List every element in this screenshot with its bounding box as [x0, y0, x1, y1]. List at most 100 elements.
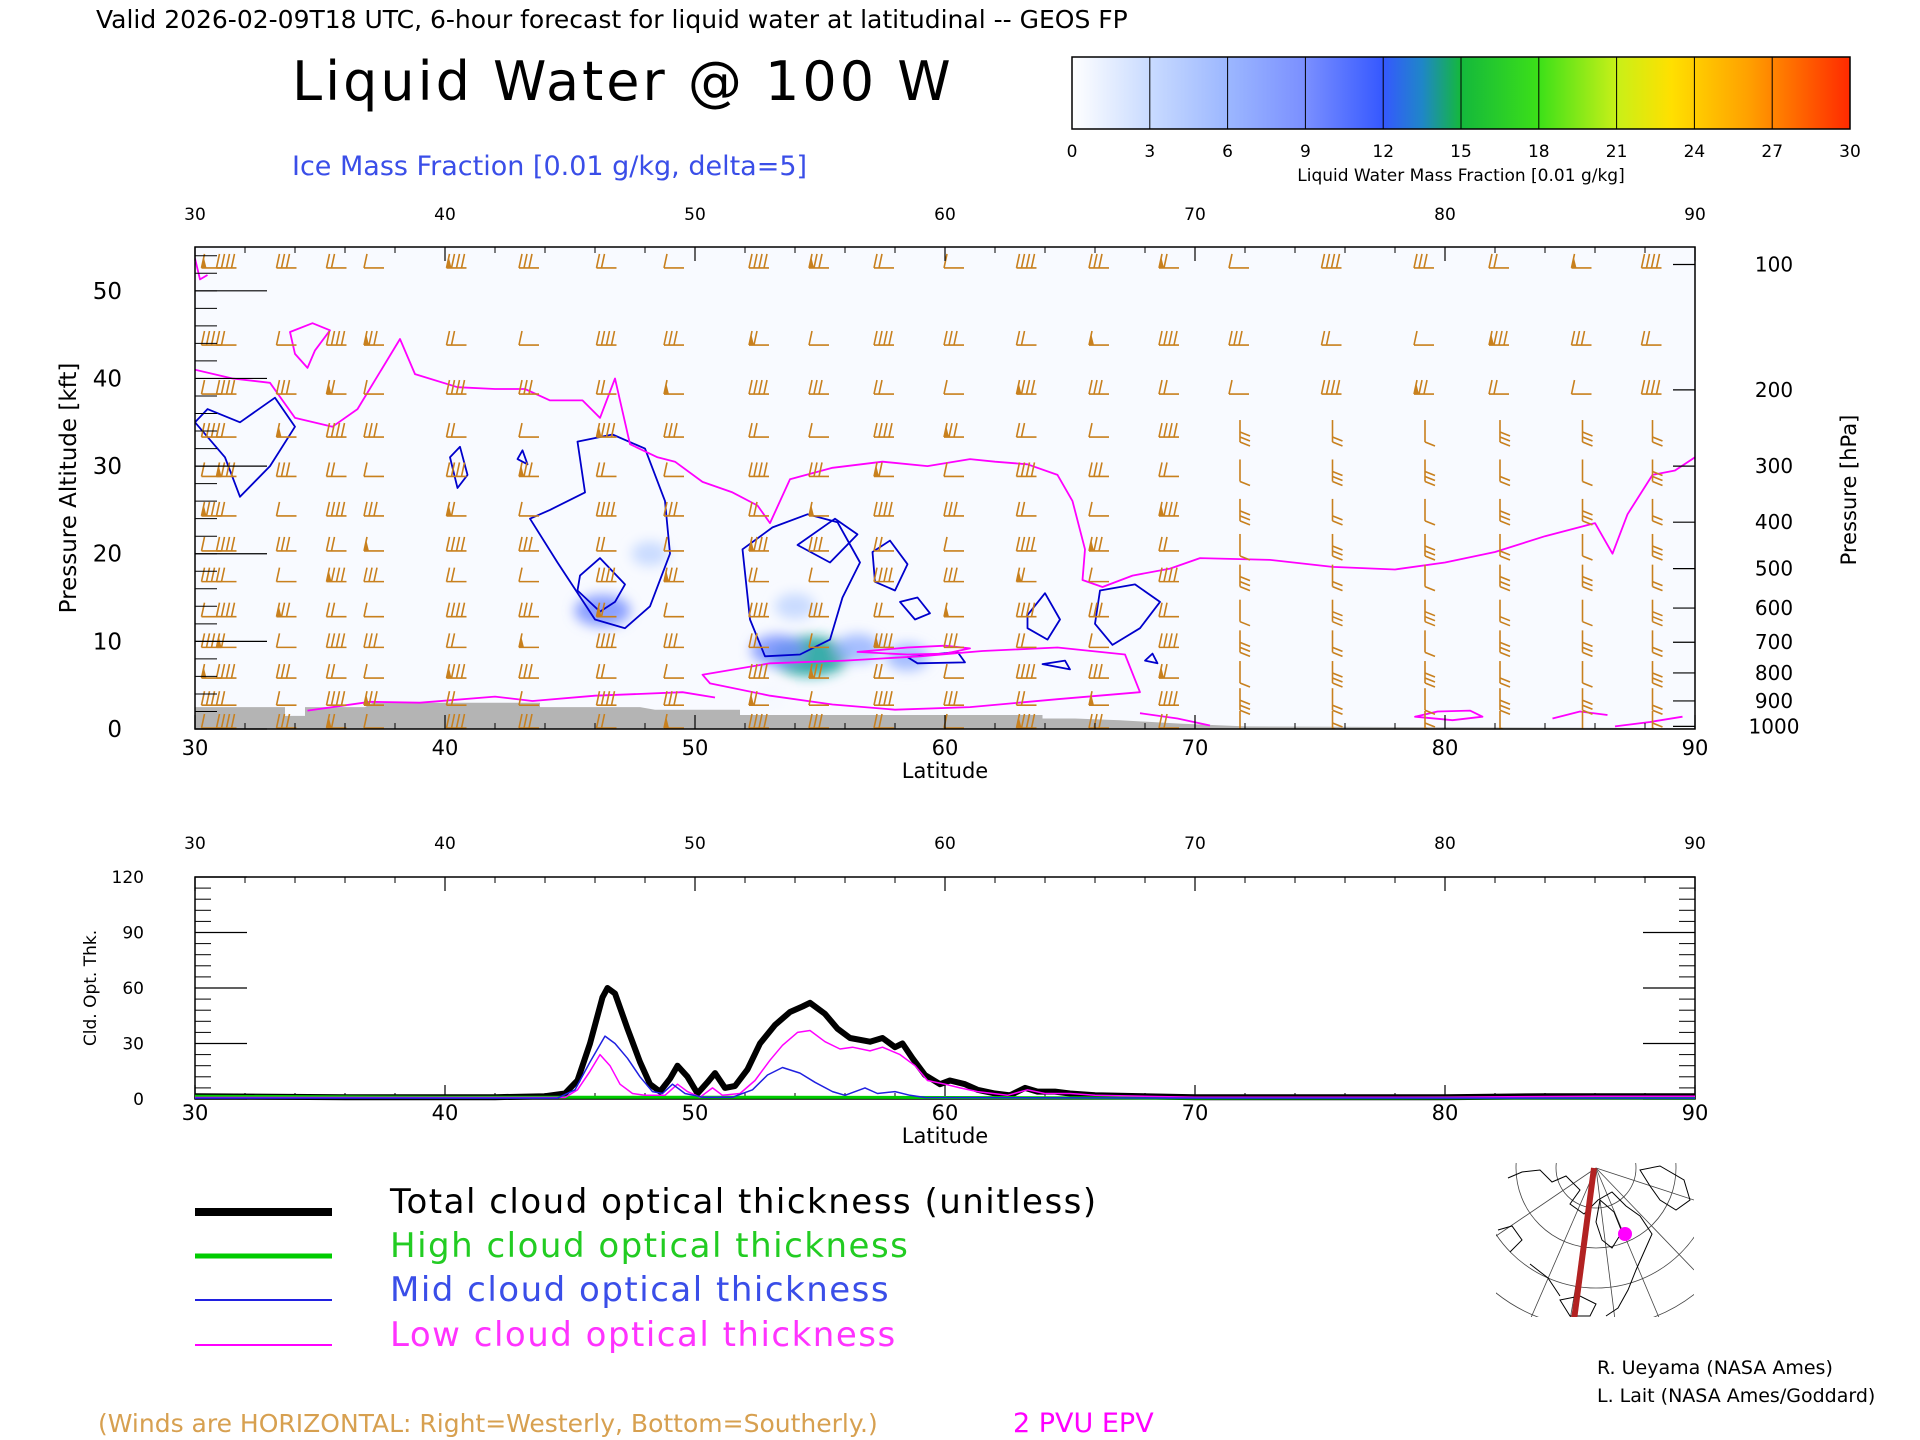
wind-barb — [1499, 599, 1511, 627]
wind-barb — [1015, 253, 1037, 269]
wind-barb — [1239, 630, 1251, 658]
wind-barb — [1158, 663, 1179, 679]
ice-contour — [576, 557, 626, 613]
epv-contour — [1139, 712, 1211, 727]
wind-barb — [1581, 688, 1593, 715]
wind-barb — [518, 713, 539, 729]
wind-barb — [1015, 713, 1037, 729]
wind-barb — [215, 713, 237, 729]
wind-barb — [663, 633, 684, 649]
wind-barb — [325, 691, 347, 707]
wind-barb — [1331, 533, 1343, 561]
bottom-x-axis-label: Latitude — [902, 1124, 988, 1148]
wind-barb — [1015, 663, 1037, 679]
wind-barb — [748, 633, 769, 649]
wind-barb — [595, 379, 617, 395]
wind-barb — [873, 567, 894, 583]
wind-barb — [518, 567, 539, 583]
wind-barb — [325, 462, 347, 478]
wind-barb — [363, 663, 384, 679]
colorbar-ticks: 0 3 6 9 12 15 18 21 24 27 30 — [1067, 142, 1861, 162]
wind-barb — [1424, 599, 1436, 627]
wind-barb — [1424, 564, 1436, 592]
wind-barb — [1015, 379, 1037, 395]
wind-barb — [1331, 599, 1343, 627]
bottom-y-tick-label: 90 — [122, 924, 144, 944]
wind-barb — [808, 633, 829, 649]
wind-barb — [1581, 533, 1593, 561]
wind-barb — [215, 379, 237, 395]
wind-barb — [663, 501, 684, 517]
wind-barb — [518, 422, 539, 438]
bottom-top-tick-label: 80 — [1434, 834, 1456, 854]
wind-barb — [1015, 633, 1037, 649]
bottom-x-tick-label: 40 — [432, 1101, 459, 1125]
wind-barb — [1088, 663, 1109, 679]
wind-barb — [1424, 459, 1436, 487]
wind-barb — [663, 663, 684, 679]
wind-barb — [1015, 567, 1037, 583]
wind-barb — [275, 379, 297, 395]
wind-barb — [1239, 564, 1251, 592]
liquid-water-blob — [754, 687, 786, 710]
colorbar-tick-label: 3 — [1144, 142, 1155, 162]
wind-barb — [518, 691, 539, 707]
series-line-mid — [195, 1035, 1695, 1099]
wind-barb — [1651, 661, 1663, 688]
wind-barb — [873, 422, 894, 438]
wind-barb — [518, 536, 539, 552]
wind-barb — [1424, 688, 1436, 715]
wind-barb — [215, 691, 237, 707]
wind-barb — [215, 536, 237, 552]
legend-label-mid: Mid cloud optical thickness — [390, 1270, 890, 1310]
main-x-tick-label: 40 — [432, 736, 459, 760]
wind-barb — [1651, 564, 1663, 592]
liquid-water-blob — [751, 634, 804, 666]
wind-barb — [275, 602, 297, 618]
wind-barb — [1581, 599, 1593, 627]
epv-contour — [701, 646, 1141, 711]
wind-barb — [1651, 459, 1663, 487]
wind-barb — [325, 536, 347, 552]
wind-barb — [663, 691, 684, 707]
wind-barb — [1158, 379, 1179, 395]
wind-barb — [748, 462, 769, 478]
ice-contour — [1026, 592, 1061, 641]
wind-barb — [808, 567, 829, 583]
wind-barb — [1413, 253, 1434, 269]
wind-barb — [808, 253, 829, 269]
wind-barb — [1158, 422, 1179, 438]
wind-barb — [200, 422, 222, 438]
main-y-tick-label: 50 — [93, 279, 122, 305]
wind-barb — [943, 691, 964, 707]
inset-location-marker — [1618, 1227, 1632, 1241]
wind-barb — [1015, 422, 1037, 438]
bottom-top-tick-label: 50 — [684, 834, 706, 854]
wind-barb — [1331, 459, 1343, 487]
wind-barb — [943, 422, 964, 438]
wind-barb — [943, 379, 964, 395]
bottom-top-tick-label: 70 — [1184, 834, 1206, 854]
bottom-y-tick-label: 60 — [122, 979, 144, 999]
wind-barb — [363, 422, 384, 438]
valid-time-line: Valid 2026-02-09T18 UTC, 6-hour forecast… — [96, 5, 1128, 34]
wind-barb — [1640, 253, 1662, 269]
main-x-tick-label: 70 — [1182, 736, 1209, 760]
bottom-y-tick-label: 120 — [112, 868, 144, 888]
ice-contour — [796, 517, 859, 564]
wind-barb — [1228, 330, 1249, 346]
ice-contour — [516, 449, 529, 466]
wind-barb — [1499, 498, 1511, 526]
wind-barb — [1499, 688, 1511, 715]
wind-barb — [445, 379, 467, 395]
wind-barb — [275, 422, 297, 438]
wind-barb — [325, 567, 347, 583]
main-axes: 3030404050506060707080809090010203040501… — [93, 205, 1800, 760]
wind-barb — [595, 691, 617, 707]
wind-barb — [1239, 533, 1251, 561]
wind-barb — [595, 501, 617, 517]
pressure-tick-label: 1000 — [1749, 714, 1800, 738]
wind-barb — [518, 602, 539, 618]
wind-barb — [1088, 691, 1109, 707]
wind-barb — [943, 602, 964, 618]
